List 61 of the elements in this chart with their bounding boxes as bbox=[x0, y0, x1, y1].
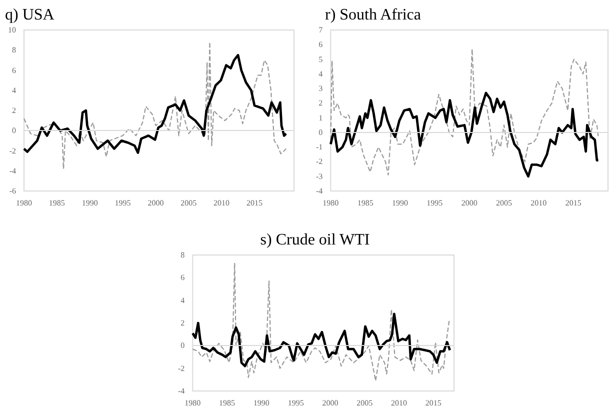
x-tick-label: 1985 bbox=[219, 398, 236, 408]
y-tick-label: 6 bbox=[318, 40, 323, 50]
y-tick-label: 8 bbox=[180, 250, 185, 260]
chart-title: q) USA bbox=[5, 6, 55, 24]
x-tick-label: 2005 bbox=[356, 398, 373, 408]
x-tick-label: 1980 bbox=[16, 198, 32, 208]
line-series bbox=[22, 54, 288, 154]
y-tick-label: 0 bbox=[318, 128, 323, 137]
y-tick-label: 4 bbox=[12, 86, 16, 95]
x-tick-label: 1995 bbox=[114, 198, 131, 208]
y-tick-label: 8 bbox=[12, 46, 16, 55]
y-tick-label: 10 bbox=[8, 26, 16, 34]
y-tick-label: -4 bbox=[316, 186, 323, 196]
x-tick-label: 1995 bbox=[288, 398, 304, 408]
y-tick-label: -4 bbox=[9, 166, 16, 176]
y-tick-label: -2 bbox=[178, 364, 185, 373]
y-tick-label: -1 bbox=[316, 142, 323, 152]
x-tick-label: 2000 bbox=[322, 398, 338, 408]
y-tick-label: 4 bbox=[318, 69, 323, 78]
y-tick-label: 7 bbox=[318, 26, 323, 34]
x-tick-label: 2000 bbox=[461, 198, 478, 208]
x-tick-label: 1980 bbox=[322, 198, 339, 208]
x-tick-label: 2000 bbox=[148, 198, 164, 208]
y-tick-label: 0 bbox=[180, 341, 185, 350]
chart-title: r) South Africa bbox=[325, 6, 421, 24]
x-tick-label: 2015 bbox=[246, 198, 262, 208]
y-tick-label: 2 bbox=[318, 98, 323, 108]
y-tick-label: -2 bbox=[9, 146, 16, 156]
line-series bbox=[23, 42, 287, 170]
y-tick-label: 0 bbox=[12, 126, 16, 136]
chart-title: s) Crude oil WTI bbox=[260, 232, 370, 248]
x-tick-label: 1990 bbox=[392, 198, 408, 208]
x-tick-label: 2015 bbox=[565, 198, 582, 208]
x-tick-label: 2010 bbox=[214, 198, 230, 208]
y-tick-label: -6 bbox=[9, 186, 16, 196]
line-series bbox=[330, 48, 599, 176]
x-tick-label: 2010 bbox=[530, 198, 547, 208]
y-tick-label: 5 bbox=[318, 54, 323, 64]
y-tick-label: 1 bbox=[318, 113, 323, 122]
y-tick-label: 3 bbox=[318, 84, 323, 94]
x-tick-label: 1985 bbox=[48, 198, 65, 208]
x-tick-label: 2005 bbox=[496, 198, 512, 208]
y-tick-label: -2 bbox=[316, 157, 323, 166]
x-tick-label: 1985 bbox=[357, 198, 374, 208]
x-tick-label: 1990 bbox=[253, 398, 270, 408]
y-tick-label: 2 bbox=[12, 106, 16, 115]
line-series bbox=[191, 312, 452, 368]
y-tick-label: -4 bbox=[178, 386, 185, 396]
line-series bbox=[329, 92, 600, 178]
x-tick-label: 1995 bbox=[426, 198, 443, 208]
y-tick-label: 6 bbox=[180, 273, 185, 282]
x-tick-label: 2010 bbox=[390, 398, 407, 408]
x-tick-label: 2005 bbox=[180, 198, 197, 208]
y-tick-label: 6 bbox=[12, 66, 16, 75]
x-tick-label: 2015 bbox=[425, 398, 442, 408]
y-tick-label: 2 bbox=[180, 318, 185, 328]
y-tick-label: -3 bbox=[316, 172, 323, 181]
x-tick-label: 1990 bbox=[82, 198, 98, 208]
line-series bbox=[192, 262, 450, 382]
x-tick-label: 1980 bbox=[184, 398, 201, 408]
y-tick-label: 4 bbox=[180, 296, 185, 305]
